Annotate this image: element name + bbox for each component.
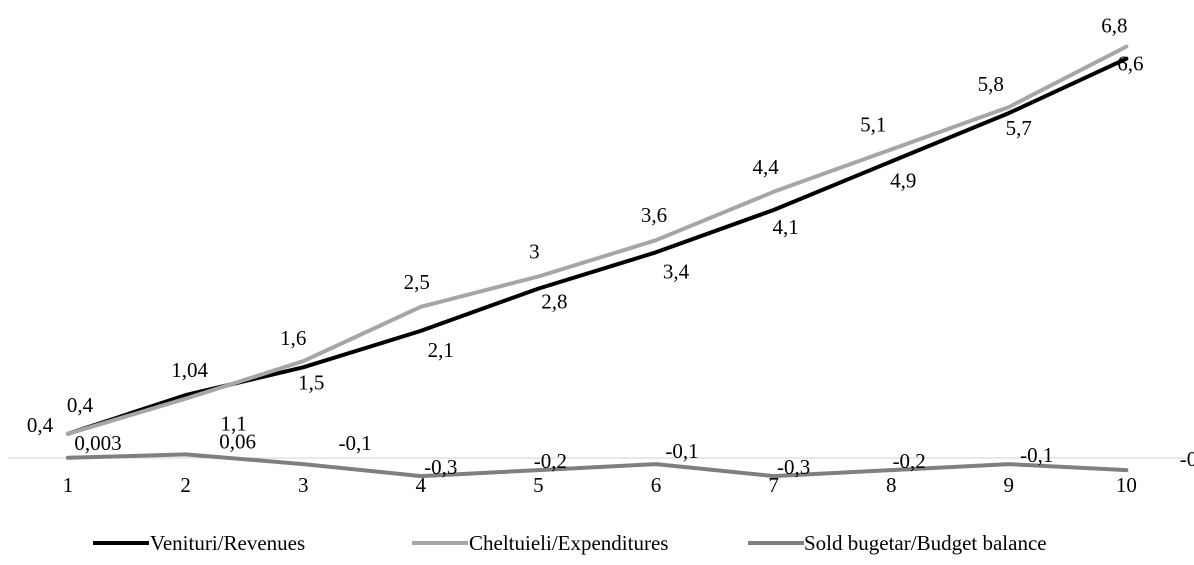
data-label-series1: 3,6: [641, 203, 667, 227]
data-label-series2: -0,3: [424, 455, 457, 479]
data-label-series1: 2,5: [404, 270, 430, 294]
data-label-series2: 0,06: [219, 429, 256, 453]
legend-item: Sold bugetar/Budget balance: [748, 531, 1047, 555]
data-label-series0: 3,4: [663, 259, 690, 283]
x-tick-label: 7: [768, 473, 779, 497]
x-tick-label: 3: [298, 473, 309, 497]
series-line-1: [66, 44, 1129, 436]
x-tick-label: 5: [533, 473, 544, 497]
data-label-series0: 1,04: [171, 358, 208, 382]
x-tick-label: 6: [651, 473, 662, 497]
data-label-series1: 0,4: [27, 413, 54, 437]
data-label-series1: 4,4: [752, 155, 779, 179]
data-label-series0: 1,5: [298, 370, 324, 394]
data-label-series1: 1,6: [280, 326, 306, 350]
series-line-0: [66, 56, 1129, 436]
legend-label: Sold bugetar/Budget balance: [804, 531, 1047, 555]
series-lines: [66, 44, 1129, 479]
data-label-series0: 2,1: [428, 338, 454, 362]
data-label-series2: -0,2: [534, 449, 567, 473]
data-label-series2: -0,2: [893, 449, 926, 473]
legend-item: Cheltuieli/Expenditures: [412, 531, 668, 555]
data-label-series2: -0,1: [665, 439, 698, 463]
data-label-series0: 2,8: [541, 290, 567, 314]
legend-label: Cheltuieli/Expenditures: [469, 531, 668, 555]
data-label-series2: -0,3: [777, 455, 810, 479]
data-label-series1: 5,1: [860, 113, 886, 137]
x-tick-label: 8: [886, 473, 897, 497]
legend: Venituri/Revenues Cheltuieli/Expenditures…: [93, 531, 1047, 555]
legend-item: Venituri/Revenues: [93, 531, 305, 555]
legend-label: Venituri/Revenues: [150, 531, 305, 555]
x-tick-label: 2: [180, 473, 191, 497]
x-tick-label: 1: [63, 473, 74, 497]
data-label-series2: 0,003: [74, 431, 121, 455]
data-label-series0: 6,6: [1117, 52, 1143, 76]
data-label-series2: -0,1: [339, 431, 372, 455]
x-tick-label: 4: [416, 473, 427, 497]
data-label-series0: 4,9: [890, 169, 916, 193]
data-labels: 0,4 1,04 1,5 2,1 2,8 3,4 4,1 4,9 5,7 6,6 0,4 1,1 1,6…: [27, 14, 1194, 480]
series-line-2: [66, 452, 1129, 479]
data-label-series1: 3: [529, 240, 540, 264]
data-label-series2: -0,1: [1020, 443, 1053, 467]
data-label-series1: 6,8: [1101, 14, 1127, 38]
data-label-series0: 4,1: [772, 215, 798, 239]
x-tick-label: 9: [1004, 473, 1015, 497]
x-tick-label: 10: [1116, 473, 1137, 497]
x-axis: 1 2 3 4 5 6 7 8 9 10: [8, 457, 1186, 497]
data-label-series0: 0,4: [67, 393, 94, 417]
data-label-series1: 1,1: [220, 412, 246, 436]
data-label-series0: 5,7: [1006, 116, 1032, 140]
data-label-series1: 5,8: [978, 72, 1004, 96]
data-label-series2: -0,2: [1180, 447, 1194, 471]
